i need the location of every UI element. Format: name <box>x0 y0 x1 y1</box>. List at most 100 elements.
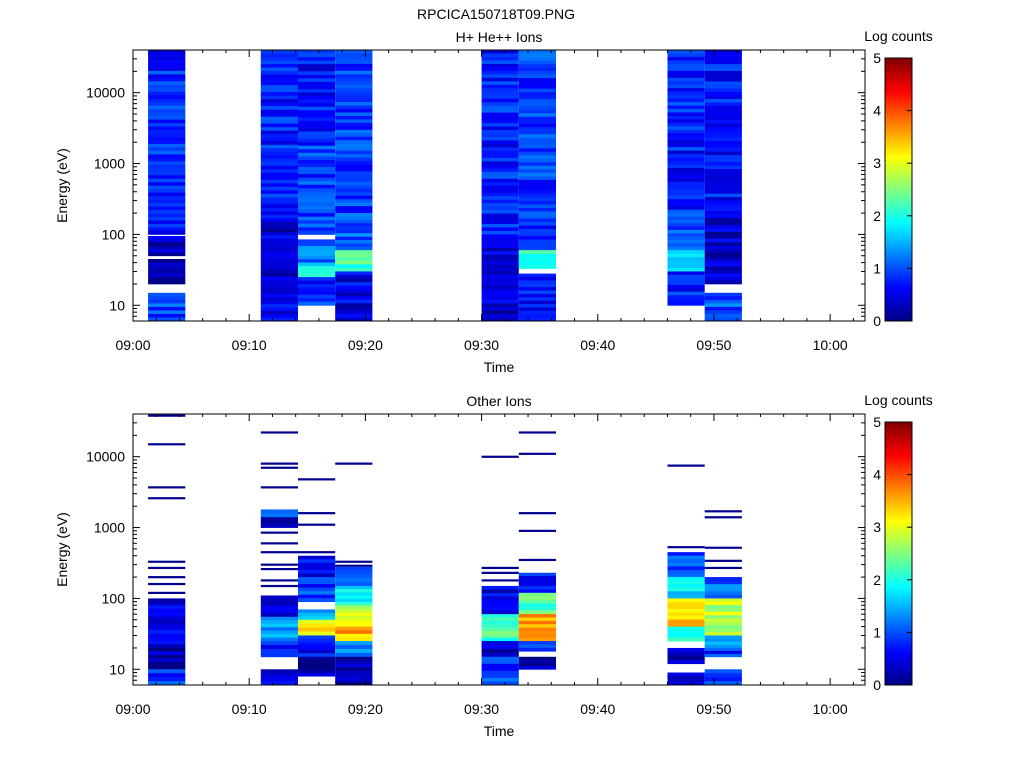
spectrogram-cell <box>481 303 519 308</box>
spectrogram-cell <box>481 247 519 252</box>
spectrogram-cell <box>481 306 519 311</box>
spectrogram-cell <box>481 217 519 221</box>
spectrogram-cell <box>481 660 519 665</box>
spectrogram-cell <box>704 681 742 686</box>
spectrogram-cell <box>667 250 705 255</box>
spectrogram-cell <box>335 67 373 72</box>
spectrogram-cell <box>481 261 519 266</box>
spectrogram-cell <box>704 598 742 603</box>
colorbar-segment <box>885 498 912 502</box>
spectrogram-cell <box>298 163 336 168</box>
spectrogram-cell <box>298 660 336 664</box>
spectrogram-cell <box>518 123 556 128</box>
spectrogram-cell <box>260 595 298 600</box>
spectrogram-cell <box>298 135 336 140</box>
spectrogram-cell <box>481 614 519 618</box>
spectrogram-cell <box>148 273 186 278</box>
colorbar-segment <box>885 215 912 219</box>
colorbar: 0 1 2 3 4 5 Log counts <box>864 28 933 329</box>
spectrogram-cell <box>704 235 742 240</box>
colorbar-segment <box>885 178 912 183</box>
spectrogram-cell <box>481 641 519 646</box>
spectrogram-cell <box>335 598 373 603</box>
spectrogram-cell <box>481 251 519 256</box>
colorbar-segment <box>885 255 912 259</box>
spectrogram-cell <box>518 283 556 288</box>
spectrogram-cell <box>260 599 298 603</box>
spectrogram-cell <box>518 99 556 104</box>
spectrogram-cell <box>481 617 519 622</box>
spectrogram-cell <box>260 113 298 118</box>
spectrogram-cell <box>667 675 705 680</box>
colorbar-segment <box>885 650 912 654</box>
colorbar-segment <box>885 435 912 439</box>
spectrogram-cell <box>148 299 186 304</box>
spectrogram-cell <box>335 578 373 583</box>
spectrogram-cell <box>518 572 556 577</box>
spectrogram-cell <box>148 266 186 271</box>
spectrogram-cell <box>704 615 742 620</box>
spectrogram-cell <box>260 57 298 61</box>
spectrogram-cell <box>481 150 519 155</box>
colorbar-segment <box>885 432 912 436</box>
spectrogram-cell <box>298 117 336 122</box>
spectrogram-cell <box>518 186 556 191</box>
spectrogram-cell <box>518 273 556 278</box>
colorbar-segment <box>885 281 912 285</box>
spectrogram-column <box>335 462 373 686</box>
spectrogram-count-line <box>518 558 556 562</box>
spectrogram-cell <box>704 611 742 616</box>
spectrogram-cell <box>335 633 373 638</box>
colorbar-segment <box>885 192 912 196</box>
spectrogram-cell <box>704 299 742 304</box>
colorbar-segment <box>885 247 912 251</box>
colorbar-label: Log counts <box>864 28 933 44</box>
spectrogram-cell <box>704 608 742 613</box>
spectrogram-cell <box>148 235 186 240</box>
spectrogram-cell <box>481 656 519 661</box>
colorbar-segment <box>885 537 912 541</box>
spectrogram-count-line <box>518 431 556 434</box>
colorbar-label: Log counts <box>864 392 933 408</box>
spectrogram-cell <box>260 123 298 128</box>
spectrogram-cell <box>518 92 556 97</box>
spectrogram-cell <box>667 555 705 560</box>
x-tick-label: 09:50 <box>696 701 731 717</box>
spectrogram-cell <box>335 253 373 258</box>
spectrogram-cell <box>298 177 336 182</box>
spectrogram-cell <box>518 127 556 132</box>
spectrogram-cell <box>298 562 336 567</box>
spectrogram-cell <box>148 258 186 263</box>
x-tick-label: 09:30 <box>464 701 499 717</box>
spectrogram-cell <box>260 307 298 312</box>
spectrogram-cell <box>260 228 298 233</box>
x-axis-label: Time <box>484 359 515 375</box>
spectrogram-cell <box>260 266 298 270</box>
spectrogram-cell <box>481 610 519 615</box>
spectrogram-cell <box>667 181 705 186</box>
spectrogram-cell <box>148 598 186 603</box>
spectrogram-cell <box>260 269 298 274</box>
spectrogram-cell <box>335 188 373 193</box>
spectrogram-cell <box>667 199 705 204</box>
spectrogram-cell <box>667 105 705 110</box>
spectrogram-cell <box>260 141 298 146</box>
spectrogram-cell <box>481 652 519 658</box>
spectrogram-cell <box>298 623 336 628</box>
spectrogram-cell <box>667 243 705 248</box>
spectrogram-cell <box>704 106 742 110</box>
spectrogram-cell <box>298 642 336 647</box>
spectrogram-cell <box>481 50 519 54</box>
spectrogram-column <box>667 464 705 686</box>
spectrogram-cell <box>667 102 705 106</box>
colorbar-segment <box>885 666 912 670</box>
spectrogram-cell <box>667 591 705 596</box>
spectrogram-cell <box>518 620 556 625</box>
plot-frame <box>132 413 866 686</box>
spectrogram-cell <box>704 277 742 281</box>
y-tick-label: 10000 <box>86 85 125 101</box>
spectrogram-cell <box>667 213 705 217</box>
spectrogram-cell <box>704 601 742 606</box>
x-tick-label: 09:40 <box>580 701 615 717</box>
colorbar-segment <box>885 268 912 272</box>
